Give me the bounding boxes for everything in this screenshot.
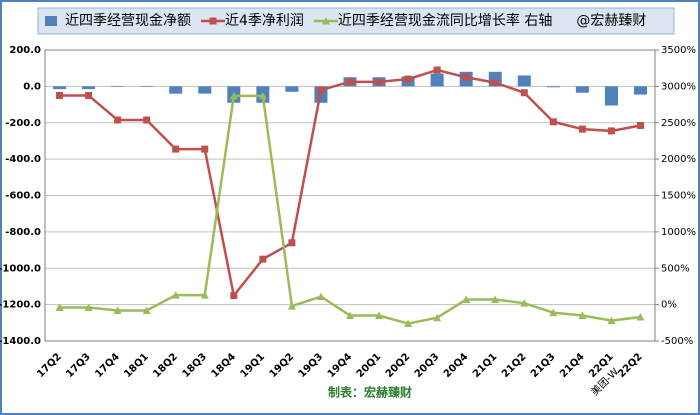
legend-label: 近四季经营现金流同比增长率 右轴 [338,12,552,29]
bar [140,86,154,87]
point [520,89,528,97]
point [404,75,412,83]
y-tick-label: 200.0 [9,45,41,56]
bar [633,86,647,95]
point [201,145,209,153]
bar [82,86,96,90]
annotation: @宏赫臻财 [576,13,646,29]
y-tick-label: 0.0 [23,81,41,92]
y2-tick-label: 500% [661,263,690,274]
point [578,125,586,133]
point [607,316,616,325]
point [578,311,587,320]
point [143,116,151,124]
point [375,78,383,86]
point [346,311,354,320]
bar [53,86,67,90]
point [433,313,442,322]
y2-tick-label: 2000% [661,154,696,165]
legend-label: 近4季净利润 [225,13,304,29]
y-tick-label: -600.0 [5,191,41,202]
point [259,255,267,263]
y-tick-label: -400.0 [5,154,41,165]
point [258,91,267,100]
bar [169,86,183,94]
point [462,73,470,81]
point [375,311,384,320]
bar [604,86,618,106]
legend: 近四季经营现金净额 近4季净利润 近四季经营现金流同比增长率 右轴 @宏赫臻财 [45,12,646,29]
point [433,66,441,74]
point [55,303,64,312]
point [520,299,529,307]
point [288,239,296,247]
point [346,78,354,86]
point [142,306,151,314]
point [404,319,413,328]
point [287,302,296,310]
point [317,86,325,94]
point [462,295,471,304]
point [607,127,615,135]
y2-tick-label: 1000% [661,227,696,238]
legend-marker [321,17,330,25]
y-tick-label: -1400.0 [0,336,41,347]
point [491,79,499,87]
legend-box [37,7,675,35]
y2-tick-label: 1500% [661,191,696,202]
y-tick-label: -1000.0 [0,263,41,274]
bar [575,86,589,93]
point [172,145,180,153]
y2-tick-label: 3000% [661,81,696,92]
y2-tick-label: 3500% [661,45,696,56]
source: 制表：宏赫臻财 [328,385,412,400]
bar [430,73,444,87]
legend-label: 近四季经营现金净额 [65,13,191,29]
y2-tick-label: -500% [661,336,693,347]
point [316,292,325,301]
point [200,291,209,299]
y-tick-label: -800.0 [5,227,41,238]
y-tick-label: -1200.0 [0,300,41,311]
bar [285,86,299,92]
point [229,91,238,100]
bar [517,75,531,87]
y2-tick-label: 0% [661,300,677,311]
point [549,118,557,126]
point [114,116,122,124]
point [56,91,64,99]
bar [198,86,212,94]
point [230,292,238,300]
point [636,121,644,129]
legend-swatch [45,16,57,26]
y2-tick-label: 2500% [661,118,696,129]
point [491,295,500,304]
y-tick-label: -200.0 [5,118,41,129]
legend-marker [209,17,217,25]
point [84,303,93,312]
bar [546,86,560,88]
point [636,312,645,321]
point [113,306,122,314]
plot-frame [44,49,656,342]
point [549,308,558,317]
point [171,291,180,299]
bar [111,86,125,87]
point [85,91,93,99]
